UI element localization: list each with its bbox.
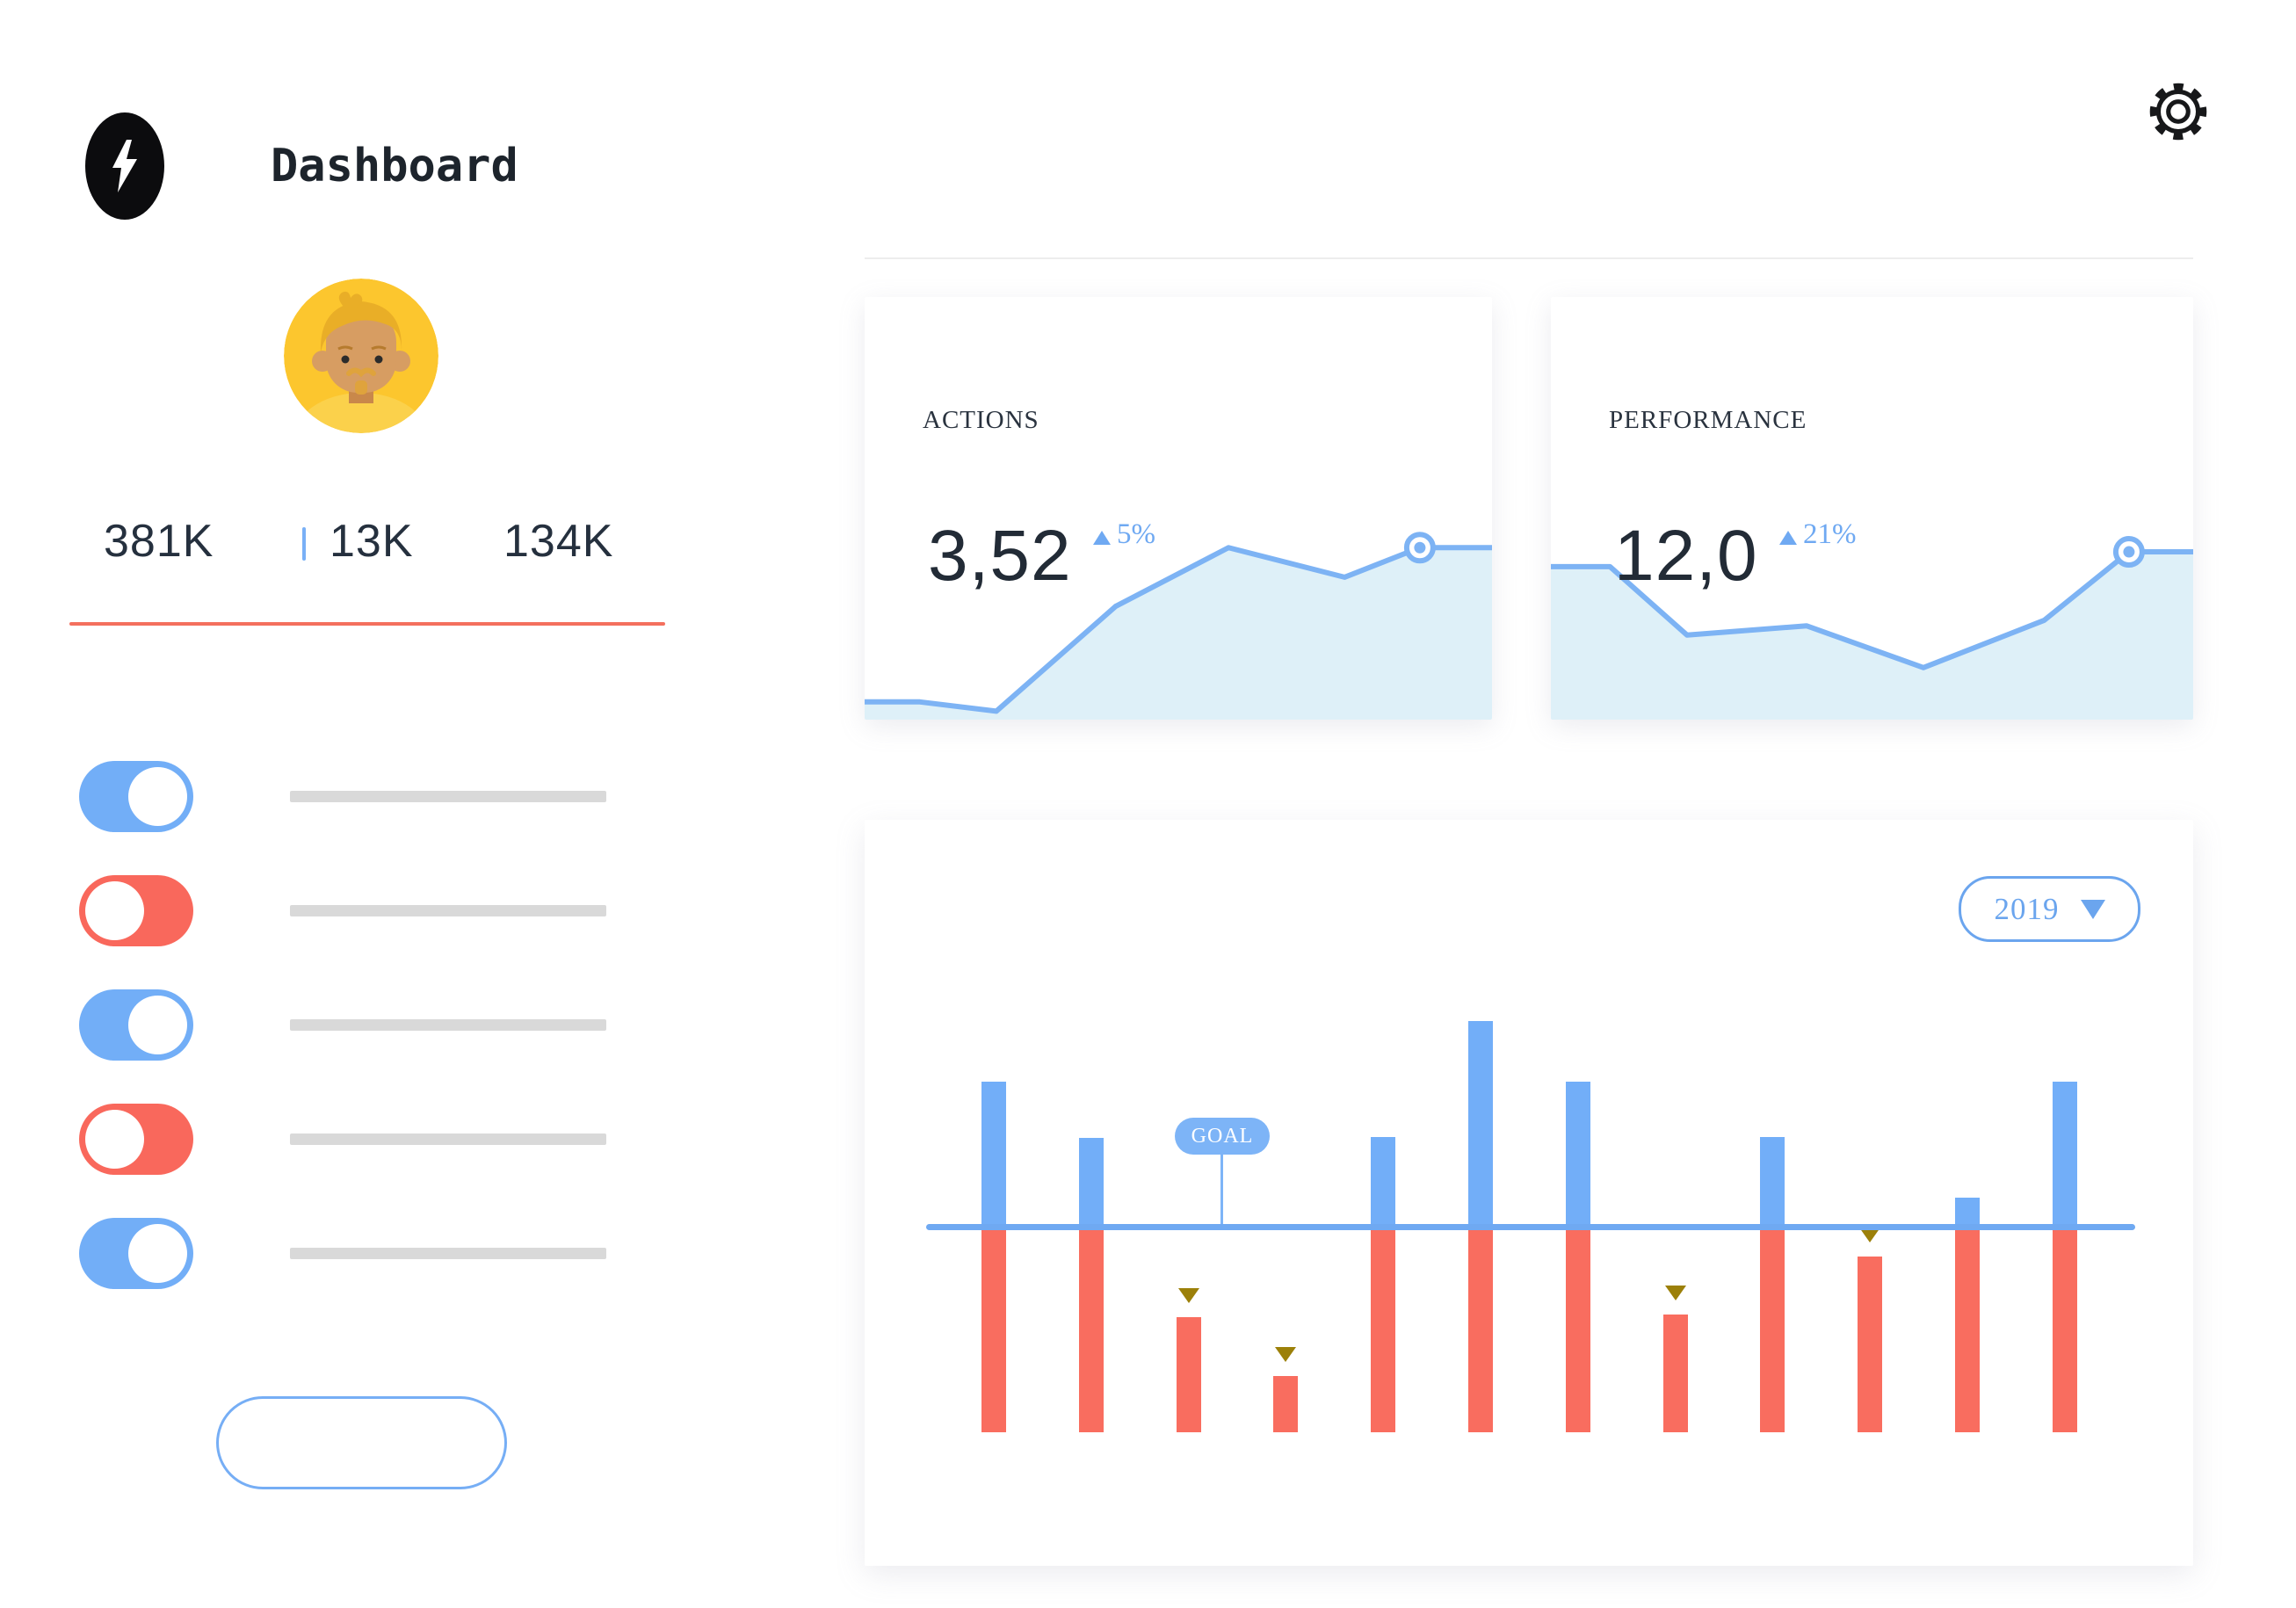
user-avatar[interactable] — [284, 279, 438, 433]
toggle-switch-1[interactable] — [79, 761, 193, 832]
actions-card-delta: 5% — [1093, 518, 1155, 551]
bar-below-goal-11 — [1955, 1227, 1980, 1432]
toggle-list — [79, 761, 606, 1332]
bar-below-goal-4 — [1273, 1376, 1298, 1432]
toggle-knob — [128, 996, 187, 1054]
toggle-knob — [128, 767, 187, 826]
bar-below-goal-5 — [1371, 1227, 1395, 1432]
bar-below-goal-3 — [1177, 1317, 1201, 1432]
actions-delta-text: 5% — [1117, 518, 1155, 550]
stat-value-1: 381K — [104, 516, 214, 567]
arrow-up-icon — [1093, 531, 1111, 545]
toggle-row-5 — [79, 1218, 606, 1289]
bar-below-goal-6 — [1468, 1227, 1493, 1432]
actions-area-chart — [865, 532, 1492, 720]
year-dropdown[interactable]: 2019 — [1959, 876, 2140, 942]
bar-above-goal-5 — [1371, 1137, 1395, 1229]
toggle-row-1 — [79, 761, 606, 832]
bar-above-goal-6 — [1468, 1021, 1493, 1229]
performance-delta-text: 21% — [1803, 518, 1857, 550]
goal-baseline — [926, 1224, 2135, 1230]
gear-icon[interactable] — [2142, 76, 2214, 148]
performance-card-label: PERFORMANCE — [1609, 406, 1807, 434]
bar-below-goal-10 — [1858, 1257, 1882, 1432]
bar-below-goal-1 — [981, 1227, 1006, 1432]
olive-marker-icon-3 — [1178, 1288, 1199, 1303]
panel-top-divider — [865, 257, 2193, 259]
stat-divider — [302, 527, 306, 561]
placeholder-text-bar — [290, 1134, 606, 1145]
actions-card-label: ACTIONS — [923, 406, 1039, 434]
toggle-switch-2[interactable] — [79, 875, 193, 946]
bar-below-goal-7 — [1566, 1227, 1590, 1432]
avatar-illustration — [284, 279, 438, 433]
page-title: Dashboard — [271, 140, 518, 192]
toggle-switch-4[interactable] — [79, 1104, 193, 1175]
toggle-knob — [85, 1110, 144, 1169]
app-logo — [85, 112, 164, 220]
lightning-icon — [112, 140, 137, 192]
toggle-row-2 — [79, 875, 606, 946]
placeholder-text-bar — [290, 905, 606, 916]
bar-below-goal-12 — [2053, 1227, 2077, 1432]
placeholder-text-bar — [290, 1248, 606, 1259]
bar-above-goal-12 — [2053, 1082, 2077, 1229]
sidebar-action-button[interactable] — [216, 1396, 507, 1489]
performance-area-chart — [1551, 536, 2193, 720]
bar-below-goal-8 — [1663, 1315, 1688, 1432]
bar-above-goal-2 — [1079, 1138, 1104, 1229]
actions-card-value: 3,52 — [928, 516, 1072, 596]
goal-bar-chart-card: 2019 GOAL — [865, 820, 2193, 1566]
toggle-switch-3[interactable] — [79, 989, 193, 1061]
goal-label-text: GOAL — [1191, 1124, 1254, 1148]
placeholder-text-bar — [290, 791, 606, 802]
bar-above-goal-9 — [1760, 1137, 1785, 1229]
performance-card-value: 12,0 — [1614, 516, 1758, 596]
bar-below-goal-2 — [1079, 1227, 1104, 1432]
stats-underline — [69, 622, 665, 626]
arrow-up-icon — [1779, 531, 1797, 545]
stat-value-3: 134K — [503, 516, 614, 567]
toggle-knob — [85, 881, 144, 940]
olive-marker-icon-8 — [1665, 1286, 1686, 1300]
goal-label-pill: GOAL — [1175, 1118, 1270, 1155]
chevron-down-icon — [2080, 899, 2105, 919]
stat-value-2: 13K — [330, 516, 414, 567]
performance-card: PERFORMANCE 12,0 21% — [1551, 297, 2193, 720]
bar-above-goal-7 — [1566, 1082, 1590, 1229]
placeholder-text-bar — [290, 1019, 606, 1031]
year-dropdown-value: 2019 — [1994, 891, 2060, 926]
toggle-row-3 — [79, 989, 606, 1061]
goal-pill-stem — [1220, 1155, 1223, 1227]
toggle-row-4 — [79, 1104, 606, 1175]
bar-above-goal-1 — [981, 1082, 1006, 1229]
bar-below-goal-9 — [1760, 1227, 1785, 1432]
performance-card-delta: 21% — [1779, 518, 1857, 551]
olive-marker-icon-4 — [1275, 1347, 1296, 1362]
actions-card: ACTIONS 3,52 5% — [865, 297, 1492, 720]
olive-marker-icon-10 — [1859, 1228, 1880, 1242]
toggle-switch-5[interactable] — [79, 1218, 193, 1289]
toggle-knob — [128, 1224, 187, 1283]
